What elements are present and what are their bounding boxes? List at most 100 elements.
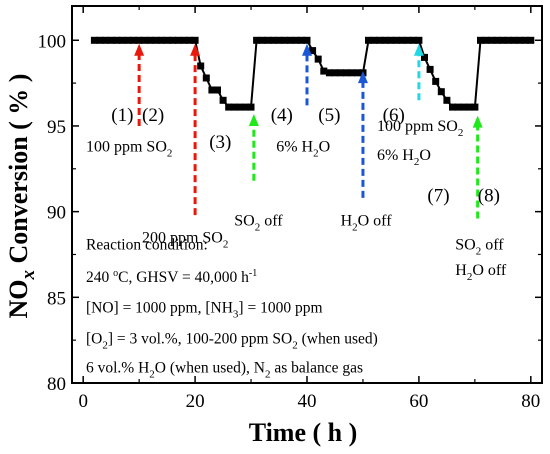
- data-point: [107, 36, 115, 44]
- data-point: [499, 36, 507, 44]
- condition-line: 6 vol.% H2O (when used), N2 as balance g…: [86, 360, 363, 381]
- data-point: [152, 36, 160, 44]
- event-annotation: H2O off: [455, 262, 507, 283]
- x-tick-label: 60: [409, 391, 428, 412]
- condition-line: Reaction condition:: [86, 236, 208, 253]
- data-point: [432, 77, 440, 85]
- data-point: [348, 69, 356, 77]
- data-point: [488, 36, 496, 44]
- data-point: [471, 103, 479, 111]
- y-axis-title: NOx Conversion ( % ): [4, 74, 39, 319]
- data-point: [376, 36, 384, 44]
- stage-label: (5): [318, 105, 340, 126]
- event-arrow-head: [190, 43, 201, 56]
- stage-label: (1): [111, 105, 133, 126]
- data-point: [331, 69, 339, 77]
- x-tick-label: 0: [78, 391, 88, 412]
- data-point: [258, 36, 266, 44]
- reaction-condition-text: Reaction condition: 240 oC, GHSV = 40,000…: [86, 236, 378, 380]
- data-point: [314, 55, 322, 63]
- data-point: [292, 36, 300, 44]
- data-point: [219, 96, 227, 104]
- event-arrows: [134, 43, 483, 219]
- data-point: [141, 36, 149, 44]
- data-point: [236, 103, 244, 111]
- data-point: [281, 36, 289, 44]
- data-point: [118, 36, 126, 44]
- data-point: [370, 36, 378, 44]
- y-axis: 80 85 90 95 100: [38, 31, 542, 395]
- data-point: [365, 36, 372, 44]
- data-point: [325, 69, 333, 77]
- y-tick-label: 95: [47, 117, 66, 138]
- data-point: [247, 103, 255, 111]
- data-point: [337, 69, 345, 77]
- data-point: [230, 103, 238, 111]
- data-point: [504, 36, 512, 44]
- stage-label: (7): [427, 185, 449, 206]
- event-annotation: 6% H2O: [276, 139, 330, 160]
- data-point: [174, 36, 182, 44]
- data-point: [264, 36, 272, 44]
- condition-line: [O2] = 3 vol.%, 100-200 ppm SO2 (when us…: [86, 331, 378, 352]
- data-point: [96, 36, 104, 44]
- data-point: [454, 103, 462, 111]
- data-point: [421, 53, 428, 61]
- data-point: [113, 36, 121, 44]
- data-point: [202, 74, 210, 82]
- data-point: [353, 69, 361, 77]
- event-annotation: SO2 off: [234, 212, 283, 233]
- data-point: [393, 36, 400, 44]
- data-point: [130, 36, 137, 44]
- data-point: [449, 103, 456, 111]
- y-tick-label: 80: [47, 374, 66, 395]
- data-point: [191, 36, 199, 44]
- data-point: [124, 36, 132, 44]
- data-point: [135, 36, 143, 44]
- x-axis-title: Time ( h ): [249, 418, 358, 447]
- data-point: [510, 36, 518, 44]
- condition-line: 240 oC, GHSV = 40,000 h-1: [86, 268, 257, 286]
- data-point: [460, 103, 468, 111]
- series-points: [90, 36, 535, 111]
- data-point: [297, 36, 305, 44]
- data-point: [387, 36, 395, 44]
- data-point: [286, 36, 294, 44]
- data-point: [309, 47, 317, 55]
- data-point: [146, 36, 154, 44]
- annotations: 100 ppm SO2 200 ppm SO2 SO2 off 6% H2O H2O o…: [86, 118, 507, 283]
- data-point: [465, 103, 473, 111]
- data-point: [208, 86, 216, 94]
- event-annotation: H2O off: [341, 212, 393, 233]
- event-arrow-head: [472, 115, 483, 128]
- data-point: [404, 36, 412, 44]
- data-point: [521, 36, 529, 44]
- x-tick-label: 80: [521, 391, 540, 412]
- event-annotation: 100 ppm SO2: [86, 139, 172, 160]
- y-tick-label: 100: [38, 31, 67, 52]
- data-point: [437, 88, 445, 96]
- event-arrow-head: [134, 43, 145, 56]
- data-point: [415, 36, 423, 44]
- data-point: [342, 69, 350, 77]
- y-tick-label: 90: [47, 203, 66, 224]
- stage-label: (3): [209, 132, 231, 153]
- data-point: [169, 36, 177, 44]
- condition-line: [NO] = 1000 ppm, [NH3] = 1000 ppm: [86, 300, 323, 321]
- data-point: [186, 36, 193, 44]
- data-point: [163, 36, 171, 44]
- data-point: [482, 36, 490, 44]
- stage-label: (2): [142, 105, 164, 126]
- data-point: [477, 36, 484, 44]
- x-tick-label: 40: [298, 391, 317, 412]
- event-annotation: 6% H2O: [377, 147, 431, 168]
- stage-labels: (1) (2) (3) (4) (5) (6) (7) (8): [111, 105, 500, 207]
- event-annotation: 200 ppm SO2: [142, 229, 228, 250]
- plot-border: [71, 5, 543, 384]
- data-point: [398, 36, 406, 44]
- plot-frame: [71, 5, 543, 384]
- event-annotation: SO2 off: [455, 236, 504, 257]
- data-point: [269, 36, 277, 44]
- event-arrow-head: [413, 43, 424, 56]
